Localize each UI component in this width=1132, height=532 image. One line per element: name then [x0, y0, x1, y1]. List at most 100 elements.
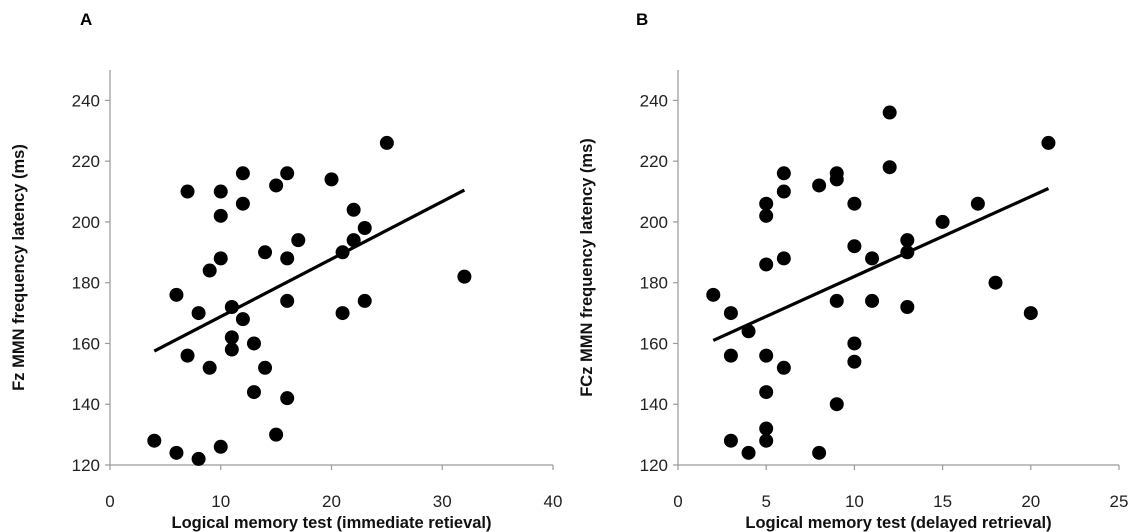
panel-a-data-point	[213, 439, 228, 454]
panel-a-data-point	[269, 427, 284, 442]
panel-b-data-point	[847, 196, 862, 211]
panel-a-data-point	[169, 445, 184, 460]
panel-b-data-point	[847, 354, 862, 369]
panel-a-x-tick-label: 0	[105, 492, 114, 511]
panel-a-trendline	[153, 188, 466, 353]
panel-b-data-point	[759, 208, 774, 223]
panel-b-y-tick-label: 140	[640, 395, 668, 414]
panel-a-x-tick-label: 30	[433, 492, 452, 511]
panel-a-y-tick-label: 220	[72, 152, 100, 171]
panel-a-data-point	[246, 385, 261, 400]
panel-b-data-point	[865, 293, 880, 308]
panel-a-y-ticks: 120 140 160 180 200 220 240	[72, 91, 110, 475]
panel-a-data-point	[213, 184, 228, 199]
panel-a-data-point	[213, 251, 228, 266]
panel-b-y-ticks: 120 140 160 180 200 220 240	[640, 91, 678, 475]
panel-b-data-point	[829, 172, 844, 187]
panel-a-x-tick-label: 40	[544, 492, 563, 511]
panel-a-y-tick-label: 120	[72, 456, 100, 475]
panel-a-data-point	[169, 287, 184, 302]
panel-b-y-tick-label: 120	[640, 456, 668, 475]
panel-b-data-point	[759, 433, 774, 448]
panel-b-data-point	[812, 445, 827, 460]
panel-a-y-axis-label: Fz MMN frequency latency (ms)	[10, 144, 28, 391]
panel-b-data-point	[1041, 135, 1056, 150]
panel-b-data-point	[829, 397, 844, 412]
panel-b-y-tick-label: 160	[640, 334, 668, 353]
panel-a-data-point	[258, 245, 273, 260]
panel-b-data-point	[759, 196, 774, 211]
panel-b-x-tick-label: 10	[845, 492, 864, 511]
panel-b-data-point	[776, 184, 791, 199]
panel-a-data-point	[246, 336, 261, 351]
panel-a-y-tick-label: 160	[72, 334, 100, 353]
panel-a-y-tick-label: 200	[72, 213, 100, 232]
panel-a-data-point	[202, 360, 217, 375]
panel-b-data-point	[882, 105, 897, 120]
panel-a-data-point	[280, 293, 295, 308]
panel-a-x-tick-label: 20	[322, 492, 341, 511]
panel-b-x-tick-label: 5	[761, 492, 770, 511]
panel-a-data-point	[180, 348, 195, 363]
panel-b: B 120 140 160 180 200 220 240 0 5 10 15 20 25 Logic…	[578, 10, 1128, 532]
panel-a: A 120 140 160 180 200 220 240 0 10 20 30 40 Logica…	[10, 10, 562, 532]
panel-b-trendline	[712, 187, 1050, 342]
panel-b-x-tick-label: 25	[1110, 492, 1129, 511]
panel-b-y-tick-label: 220	[640, 152, 668, 171]
panel-a-data-point	[335, 306, 350, 321]
panel-a-data-point	[147, 433, 162, 448]
panel-a-data-point	[346, 202, 361, 217]
panel-b-data-point	[847, 336, 862, 351]
panel-b-y-tick-label: 200	[640, 213, 668, 232]
panel-a-data-point	[258, 360, 273, 375]
panel-a-data-point	[357, 221, 372, 235]
panel-a-y-tick-label: 140	[72, 395, 100, 414]
panel-b-data-point	[759, 385, 774, 400]
panel-a-letter: A	[80, 10, 92, 29]
panel-b-points	[706, 105, 1056, 460]
panel-b-data-point	[1023, 306, 1038, 321]
panel-b-data-point	[935, 214, 950, 229]
panel-a-data-point	[180, 184, 195, 199]
panel-a-data-point	[280, 251, 295, 266]
panel-b-data-point	[865, 251, 880, 266]
panel-b-letter: B	[636, 10, 648, 29]
panel-a-data-point	[213, 208, 228, 223]
panel-a-data-point	[346, 233, 361, 248]
panel-a-data-point	[280, 166, 295, 181]
panel-b-data-point	[706, 287, 721, 302]
panel-b-x-tick-label: 0	[673, 492, 682, 511]
panel-b-data-point	[847, 239, 862, 254]
panel-a-data-point	[324, 172, 339, 187]
panel-a-points	[147, 135, 472, 466]
panel-b-data-point	[723, 433, 738, 448]
panel-a-data-point	[291, 233, 306, 248]
panel-a-data-point	[235, 196, 250, 211]
panel-b-data-point	[812, 178, 827, 193]
panel-b-data-point	[900, 233, 915, 248]
panel-b-x-ticks: 0 5 10 15 20 25	[673, 465, 1128, 511]
panel-a-x-ticks: 0 10 20 30 40	[105, 465, 562, 511]
panel-a-data-point	[224, 342, 239, 357]
panel-a-data-point	[191, 306, 206, 321]
panel-b-y-tick-label: 240	[640, 91, 668, 110]
panel-a-data-point	[191, 451, 206, 466]
panel-b-y-axis-label: FCz MMN frequency latency (ms)	[578, 138, 596, 397]
panel-a-y-tick-label: 240	[72, 91, 100, 110]
panel-a-data-point	[457, 269, 472, 284]
panel-b-data-point	[723, 306, 738, 321]
panel-a-data-point	[269, 178, 284, 193]
panel-b-data-point	[900, 300, 915, 314]
panel-b-data-point	[723, 348, 738, 363]
panel-a-x-tick-label: 10	[211, 492, 230, 511]
panel-a-x-axis-label: Logical memory test (immediate retieval)	[171, 514, 491, 532]
panel-b-data-point	[776, 360, 791, 375]
panel-a-data-point	[379, 135, 394, 150]
panel-b-data-point	[759, 348, 774, 363]
panel-b-data-point	[759, 421, 774, 436]
panel-b-data-point	[776, 166, 791, 181]
panel-b-data-point	[741, 445, 756, 460]
panel-a-y-tick-label: 180	[72, 274, 100, 293]
panel-b-x-tick-label: 20	[1021, 492, 1040, 511]
